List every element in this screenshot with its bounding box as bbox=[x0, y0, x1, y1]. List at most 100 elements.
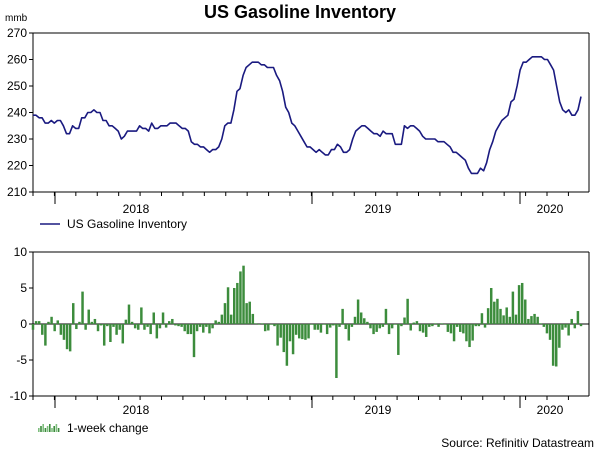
weekly-change-bar bbox=[310, 324, 313, 325]
legend-bar-swatch-bar bbox=[57, 428, 60, 432]
weekly-change-bar bbox=[508, 316, 512, 324]
weekly-change-bar bbox=[505, 307, 508, 324]
weekly-change-bar bbox=[208, 324, 211, 334]
weekly-change-bar bbox=[291, 324, 295, 355]
weekly-change-bar bbox=[198, 324, 202, 327]
weekly-change-bar bbox=[489, 288, 493, 324]
weekly-change-bar bbox=[220, 314, 224, 324]
weekly-change-bar bbox=[267, 324, 270, 331]
inventory-x-tick-label: 2018 bbox=[123, 202, 150, 216]
legend-bar-swatch-bar bbox=[38, 428, 40, 432]
weekly-change-bar bbox=[96, 324, 100, 332]
weekly-change-x-tick-label: 2018 bbox=[123, 403, 150, 417]
inventory-series-line bbox=[33, 55, 582, 175]
weekly-change-bar bbox=[158, 324, 162, 329]
weekly-change-bar bbox=[375, 324, 378, 332]
weekly-change-bar bbox=[493, 301, 496, 324]
weekly-change-bar bbox=[195, 324, 199, 332]
weekly-change-bar bbox=[276, 324, 279, 346]
weekly-change-y-tick-label: 0 bbox=[20, 317, 27, 331]
weekly-change-bar bbox=[548, 324, 552, 340]
inventory-legend-label: US Gasoline Inventory bbox=[67, 217, 187, 231]
weekly-change-bar bbox=[78, 321, 81, 324]
weekly-change-bar bbox=[409, 324, 412, 331]
weekly-change-bar bbox=[236, 282, 239, 324]
weekly-change-bar bbox=[387, 324, 391, 335]
weekly-change-bar bbox=[81, 291, 84, 324]
weekly-change-bar bbox=[47, 321, 50, 324]
weekly-change-bar bbox=[567, 324, 570, 336]
weekly-change-bar bbox=[84, 324, 87, 330]
weekly-change-bar bbox=[554, 324, 558, 367]
weekly-change-bar bbox=[192, 324, 196, 358]
weekly-change-bar bbox=[390, 324, 394, 329]
weekly-change-bar bbox=[344, 324, 347, 330]
weekly-change-bar bbox=[149, 324, 152, 335]
weekly-change-bar bbox=[325, 324, 329, 335]
weekly-change-bar bbox=[62, 324, 66, 340]
weekly-change-bar bbox=[133, 324, 137, 329]
weekly-change-bar bbox=[573, 324, 577, 329]
weekly-change-bar bbox=[214, 320, 217, 324]
weekly-change-y-tick-label: 5 bbox=[20, 281, 27, 295]
weekly-change-bar bbox=[347, 324, 351, 341]
weekly-change-bar bbox=[434, 323, 437, 324]
weekly-change-bar bbox=[90, 321, 94, 324]
y-unit-label: mmb bbox=[5, 13, 28, 24]
weekly-change-bar bbox=[350, 324, 354, 327]
weekly-change-bar bbox=[93, 318, 97, 324]
weekly-change-bar bbox=[415, 321, 419, 324]
weekly-change-bar bbox=[102, 324, 106, 346]
weekly-change-bar bbox=[118, 324, 121, 330]
weekly-change-bar bbox=[328, 324, 332, 328]
weekly-change-bar bbox=[542, 324, 546, 327]
weekly-change-panel: -10 -5 0 5 10 2018 2019 2020 bbox=[10, 245, 590, 417]
weekly-change-bar bbox=[254, 323, 258, 324]
weekly-change-bar bbox=[539, 323, 542, 324]
weekly-change-bar bbox=[363, 318, 366, 324]
weekly-change-bar bbox=[112, 324, 115, 327]
weekly-change-bar bbox=[186, 324, 190, 335]
weekly-change-bar bbox=[59, 324, 63, 335]
weekly-change-bar bbox=[68, 324, 72, 352]
weekly-change-bar bbox=[480, 313, 484, 324]
chart-title: US Gasoline Inventory bbox=[203, 2, 397, 22]
weekly-change-bar bbox=[468, 324, 471, 348]
weekly-change-bar bbox=[418, 324, 422, 332]
weekly-change-bar bbox=[483, 324, 487, 328]
weekly-change-bar bbox=[31, 324, 35, 330]
weekly-change-bar bbox=[477, 324, 481, 327]
weekly-change-bar bbox=[511, 291, 515, 324]
weekly-change-bar bbox=[322, 324, 326, 325]
weekly-change-bar bbox=[34, 321, 38, 324]
inventory-y-tick-label: 270 bbox=[7, 26, 27, 40]
weekly-change-bar bbox=[514, 314, 518, 324]
weekly-change-bar bbox=[304, 324, 307, 340]
inventory-y-tick-label: 220 bbox=[7, 159, 27, 173]
weekly-change-bar bbox=[527, 318, 530, 324]
weekly-change-bar bbox=[223, 303, 227, 324]
inventory-y-tick-label: 210 bbox=[7, 185, 27, 199]
weekly-change-x-tick-label: 2020 bbox=[537, 403, 564, 417]
weekly-change-bar bbox=[474, 324, 477, 327]
weekly-change-bar bbox=[496, 298, 499, 324]
weekly-change-bar bbox=[440, 323, 443, 324]
weekly-change-bar bbox=[115, 324, 118, 335]
weekly-change-bar bbox=[359, 312, 363, 324]
weekly-change-bar bbox=[428, 324, 431, 327]
legend-bar-swatch-bar bbox=[49, 424, 51, 432]
weekly-change-bar bbox=[338, 324, 341, 327]
weekly-change-bar bbox=[72, 303, 75, 324]
weekly-change-y-tick-label: -10 bbox=[10, 389, 28, 403]
weekly-change-bar bbox=[294, 324, 298, 335]
weekly-change-bar bbox=[233, 288, 236, 324]
inventory-y-tick-label: 250 bbox=[7, 79, 27, 93]
weekly-change-bar bbox=[452, 324, 456, 342]
weekly-change-bar bbox=[564, 324, 567, 328]
weekly-change-bar bbox=[245, 303, 248, 324]
weekly-change-bar bbox=[211, 324, 214, 329]
weekly-change-bar bbox=[307, 324, 310, 339]
weekly-change-bar bbox=[561, 324, 564, 330]
weekly-change-bar bbox=[229, 314, 233, 324]
